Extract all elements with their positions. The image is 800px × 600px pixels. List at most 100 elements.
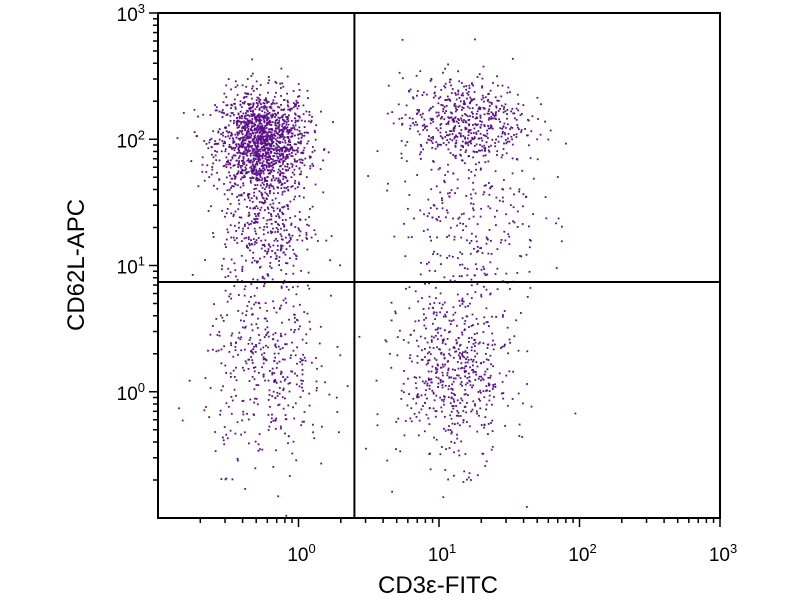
event-point	[271, 134, 273, 136]
event-point	[281, 129, 284, 131]
event-point	[428, 388, 431, 390]
event-point	[273, 352, 276, 355]
event-point	[485, 236, 488, 239]
event-point	[450, 376, 453, 379]
event-point	[230, 107, 232, 110]
event-point	[491, 127, 494, 130]
event-point	[225, 402, 228, 405]
event-point	[262, 118, 265, 120]
event-point	[497, 110, 500, 112]
event-point	[269, 135, 272, 137]
event-point	[247, 247, 249, 249]
event-point	[459, 100, 462, 103]
event-point	[282, 154, 284, 157]
event-point	[491, 388, 494, 390]
event-point	[474, 117, 477, 120]
event-point	[517, 109, 520, 112]
event-point	[272, 109, 274, 112]
event-point	[274, 116, 276, 118]
event-point	[251, 176, 254, 179]
event-point	[435, 394, 438, 397]
event-point	[526, 350, 529, 353]
event-point	[457, 348, 460, 351]
event-point	[270, 107, 273, 110]
event-point	[226, 437, 229, 440]
event-point	[490, 186, 492, 188]
event-point	[323, 148, 326, 150]
event-point	[473, 151, 476, 153]
event-point	[501, 104, 503, 107]
event-point	[289, 144, 292, 146]
event-point	[284, 125, 286, 128]
event-point	[234, 183, 237, 186]
event-point	[301, 373, 304, 376]
event-point	[220, 478, 223, 480]
event-point	[472, 188, 475, 191]
event-point	[241, 270, 244, 272]
event-point	[419, 114, 422, 116]
event-point	[445, 216, 447, 219]
event-point	[389, 352, 391, 355]
event-point	[261, 275, 264, 278]
event-point	[261, 277, 264, 279]
event-point	[272, 137, 275, 140]
event-point	[286, 99, 289, 102]
event-point	[267, 274, 270, 277]
event-point	[269, 265, 271, 268]
event-point	[301, 420, 304, 423]
event-point	[432, 407, 435, 410]
event-point	[238, 115, 241, 118]
event-point	[280, 335, 283, 338]
event-point	[506, 113, 508, 115]
event-point	[496, 288, 499, 291]
event-point	[227, 231, 229, 234]
event-point	[465, 141, 467, 144]
event-point	[241, 169, 243, 172]
event-point	[330, 235, 333, 237]
event-point	[275, 215, 278, 217]
event-point	[286, 126, 289, 129]
event-point	[470, 197, 473, 200]
event-point	[287, 241, 290, 244]
event-point	[488, 383, 491, 386]
event-point	[292, 305, 295, 308]
event-point	[249, 160, 252, 162]
event-point	[488, 399, 491, 402]
event-point	[254, 144, 257, 147]
event-point	[284, 236, 287, 239]
event-point	[446, 134, 448, 137]
event-point	[297, 141, 300, 144]
event-point	[457, 89, 460, 92]
event-point	[291, 234, 294, 237]
event-point	[237, 112, 240, 115]
event-point	[272, 227, 274, 230]
event-point	[292, 440, 295, 443]
event-point	[401, 38, 404, 41]
event-point	[452, 306, 455, 309]
event-point	[269, 145, 272, 148]
event-point	[266, 132, 269, 135]
event-point	[440, 399, 443, 401]
event-point	[479, 132, 482, 135]
event-point	[434, 270, 437, 272]
event-point	[423, 324, 426, 327]
event-point	[278, 264, 280, 266]
event-point	[415, 387, 418, 389]
event-point	[209, 387, 212, 389]
event-point	[245, 93, 248, 95]
event-point	[246, 78, 249, 80]
event-point	[506, 117, 508, 120]
event-point	[281, 219, 284, 221]
event-point	[277, 171, 279, 174]
event-point	[300, 119, 303, 122]
event-point	[275, 255, 278, 257]
event-point	[494, 273, 497, 275]
event-point	[286, 165, 289, 168]
event-point	[500, 239, 503, 241]
event-point	[254, 115, 256, 118]
event-point	[243, 136, 246, 139]
event-point	[271, 373, 274, 376]
event-point	[279, 181, 282, 184]
event-point	[258, 136, 261, 139]
event-point	[257, 317, 259, 320]
